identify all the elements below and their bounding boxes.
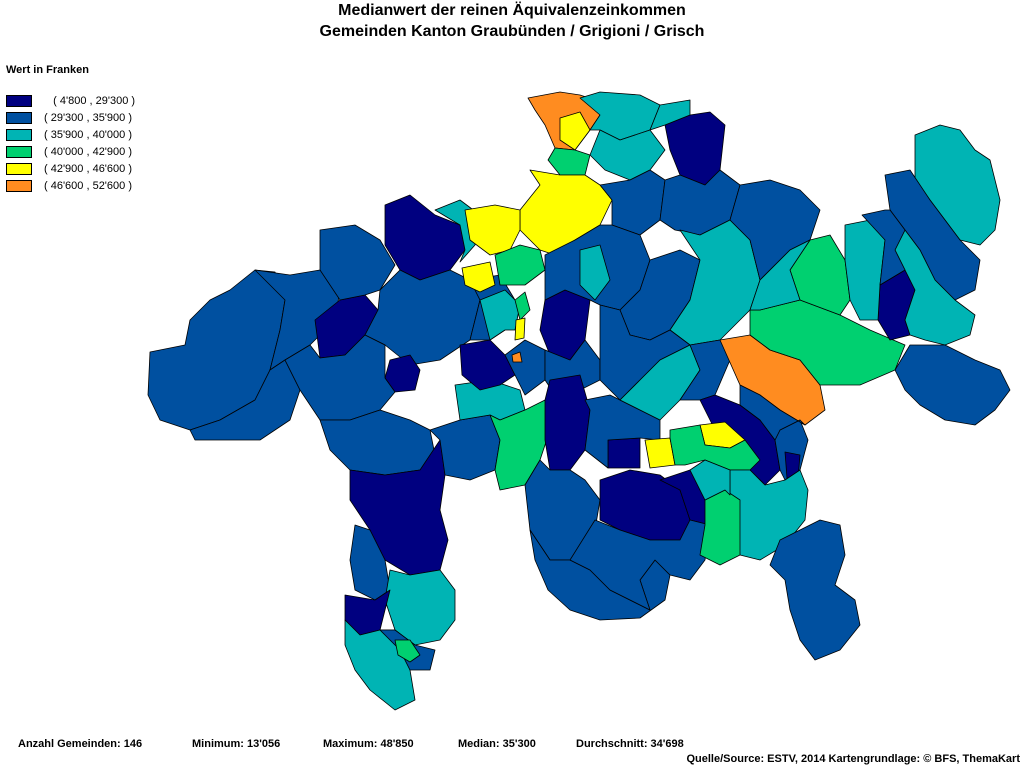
- region-chur-2: [579, 244, 611, 301]
- source-note: Quelle/Source: ESTV, 2014 Kartengrundlag…: [686, 753, 1020, 765]
- region-misox-3: [384, 569, 456, 646]
- region-davos-1: [669, 219, 761, 346]
- region-eng-11: [739, 384, 806, 441]
- region-west-11: [319, 409, 436, 476]
- stat-minimum: Minimum: 13'056: [192, 738, 281, 750]
- legend-label-2: ( 29'300 , 35'900 ): [44, 111, 132, 124]
- legend-item-2: ( 29'300 , 35'900 ): [6, 109, 135, 126]
- region-misox-7: [394, 639, 421, 663]
- region-north-4: [547, 147, 591, 176]
- legend-item-4: ( 40'000 , 42'900 ): [6, 143, 135, 160]
- region-eng-2: [749, 299, 906, 386]
- region-ne-6: [861, 209, 906, 286]
- legend-item-5: ( 42'900 , 46'600 ): [6, 160, 135, 177]
- stat-mean: Durchschnitt: 34'698: [576, 738, 684, 750]
- legend-swatch-1: [6, 94, 32, 107]
- map-title: Medianwert der reinen Äquivalenzeinkomme…: [0, 0, 1024, 42]
- region-south-2: [699, 489, 741, 566]
- region-avers-3: [607, 437, 641, 469]
- region-central-9: [514, 291, 531, 321]
- legend: ( 4'800 , 29'300 ) ( 29'300 , 35'900 ) ( 3…: [6, 92, 135, 194]
- region-central-4: [459, 339, 516, 391]
- stat-count: Anzahl Gemeinden: 146: [18, 738, 143, 750]
- region-west-6: [384, 194, 466, 281]
- region-south-3: [689, 459, 731, 501]
- legend-item-3: ( 35'900 , 40'000 ): [6, 126, 135, 143]
- legend-item-6: ( 46'600 , 52'600 ): [6, 177, 135, 194]
- stat-maximum: Maximum: 48'850: [323, 738, 414, 750]
- region-dom-3: [544, 374, 591, 471]
- legend-label-5: ( 42'900 , 46'600 ): [44, 162, 132, 175]
- legend-label-3: ( 35'900 , 40'000 ): [44, 128, 132, 141]
- legend-swatch-4: [6, 145, 32, 158]
- legend-swatch-3: [6, 128, 32, 141]
- legend-item-1: ( 4'800 , 29'300 ): [6, 92, 135, 109]
- region-north-2: [559, 111, 591, 151]
- region-ne-4: [894, 229, 976, 346]
- region-central-10: [514, 317, 526, 341]
- region-ne-5: [844, 219, 886, 321]
- region-avers-4: [569, 519, 711, 611]
- legend-label-4: ( 40'000 , 42'900 ): [44, 145, 132, 158]
- stat-median: Median: 35'300: [458, 738, 536, 750]
- region-central-6: [479, 289, 521, 341]
- legend-swatch-6: [6, 179, 32, 192]
- region-north-7: [461, 261, 496, 293]
- legend-swatch-2: [6, 111, 32, 124]
- legend-label-1: ( 4'800 , 29'300 ): [44, 94, 136, 107]
- legend-label-6: ( 46'600 , 52'600 ): [44, 179, 132, 192]
- title-line-1: Medianwert der reinen Äquivalenzeinkomme…: [338, 2, 686, 19]
- stats-bar: Anzahl Gemeinden: 146 Minimum: 13'056 Ma…: [0, 738, 1024, 754]
- legend-swatch-5: [6, 162, 32, 175]
- region-north-6: [464, 204, 521, 256]
- region-eng-4: [749, 239, 811, 311]
- region-ne-7: [894, 344, 1011, 426]
- region-central-8: [511, 351, 523, 363]
- region-south-4: [769, 519, 861, 661]
- region-north-12: [649, 99, 691, 131]
- title-line-2: Gemeinden Kanton Graubünden / Grigioni /…: [319, 23, 705, 40]
- legend-title: Wert in Franken: [6, 64, 89, 76]
